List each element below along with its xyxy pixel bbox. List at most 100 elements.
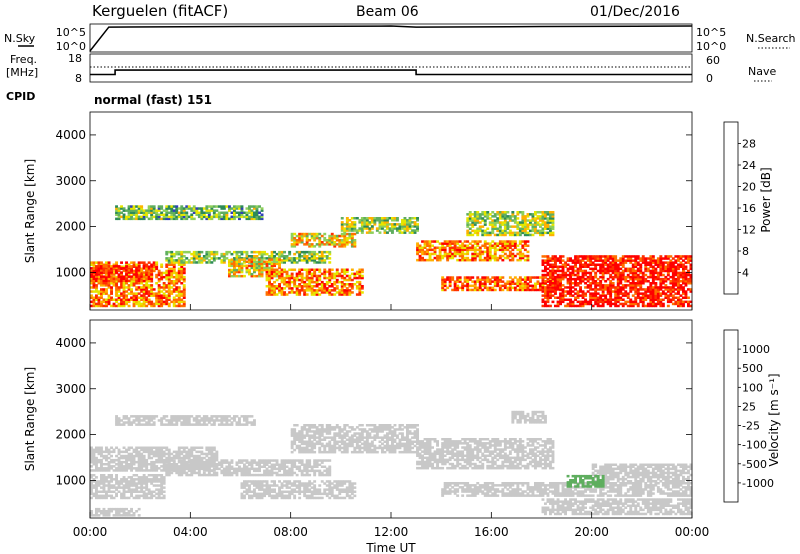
- heatmap-cell: [441, 278, 445, 281]
- heatmap-cell: [177, 415, 181, 418]
- heatmap-cell: [210, 257, 214, 260]
- heatmap-cell: [526, 284, 530, 288]
- heatmap-cell: [360, 291, 364, 294]
- heatmap-cell: [488, 233, 492, 237]
- heatmap-cell: [604, 296, 608, 299]
- heatmap-cell: [190, 207, 194, 210]
- heatmap-cell: [265, 268, 269, 271]
- heatmap-cell: [157, 494, 161, 498]
- heatmap-cell: [197, 415, 201, 418]
- heatmap-cell: [624, 292, 628, 295]
- heatmap-cell: [285, 283, 289, 286]
- heatmap-cell: [250, 272, 254, 276]
- heatmap-cell: [466, 246, 470, 249]
- heatmap-cell: [491, 286, 495, 290]
- heatmap-cell: [498, 256, 502, 260]
- heatmap-cell: [107, 480, 111, 483]
- heatmap-cell: [260, 268, 264, 272]
- heatmap-cell: [554, 275, 557, 279]
- heatmap-cell: [150, 217, 154, 221]
- heatmap-cell: [180, 273, 184, 277]
- heatmap-cell: [142, 271, 146, 274]
- heatmap-cell: [323, 239, 327, 242]
- heatmap-cell: [253, 205, 256, 208]
- heatmap-cell: [157, 215, 161, 219]
- heatmap-cell: [516, 288, 520, 292]
- heatmap-cell: [132, 263, 136, 266]
- heatmap-cell: [182, 215, 186, 219]
- heatmap-cell: [616, 304, 620, 308]
- heatmap-cell: [305, 255, 309, 258]
- heatmap-cell: [92, 275, 96, 278]
- heatmap-cell: [167, 423, 171, 426]
- heatmap-cell: [235, 274, 239, 278]
- heatmap-cell: [235, 262, 239, 266]
- power-heatmap-cells: [90, 205, 693, 308]
- heatmap-cell: [441, 246, 445, 249]
- heatmap-cell: [278, 276, 281, 280]
- heatmap-cell: [250, 258, 254, 261]
- heatmap-cell: [145, 476, 149, 479]
- heatmap-cell: [614, 259, 618, 262]
- heatmap-cell: [506, 288, 510, 292]
- heatmap-cell: [471, 248, 475, 252]
- heatmap-cell: [305, 268, 309, 271]
- heatmap-cell: [275, 262, 279, 266]
- heatmap-cell: [212, 255, 216, 258]
- heatmap-cell: [135, 269, 139, 272]
- heatmap-cell: [569, 302, 572, 306]
- heatmap-cell: [401, 223, 404, 226]
- heatmap-cell: [293, 257, 297, 260]
- heatmap-cell: [180, 265, 184, 268]
- heatmap-cell: [503, 233, 507, 237]
- heatmap-cell: [142, 490, 146, 493]
- heatmap-cell: [549, 231, 552, 235]
- heatmap-cell: [358, 229, 362, 232]
- heatmap-cell: [343, 268, 347, 271]
- heatmap-cell: [122, 469, 126, 472]
- heatmap-cell: [651, 292, 655, 295]
- heatmap-cell: [684, 284, 688, 287]
- heatmap-cell: [150, 292, 154, 295]
- heatmap-cell: [318, 236, 322, 240]
- heatmap-cell: [566, 259, 570, 262]
- heatmap-cell: [556, 304, 560, 308]
- heatmap-cell: [305, 259, 309, 262]
- heatmap-cell: [679, 257, 683, 260]
- heatmap-cell: [488, 280, 492, 283]
- heatmap-cell: [180, 300, 184, 304]
- heatmap-cell: [624, 286, 628, 289]
- heatmap-cell: [192, 217, 196, 221]
- heatmap-cell: [621, 288, 625, 291]
- nave-label: Nave: [748, 65, 776, 78]
- heatmap-cell: [518, 280, 522, 283]
- heatmap-cell: [200, 456, 204, 460]
- heatmap-cell: [333, 234, 337, 238]
- heatmap-cell: [619, 302, 623, 306]
- heatmap-cell: [659, 298, 663, 301]
- heatmap-cell: [150, 294, 154, 297]
- heatmap-cell: [468, 227, 472, 230]
- heatmap-cell: [245, 419, 249, 422]
- heatmap-cell: [142, 469, 146, 472]
- heatmap-cell: [160, 460, 164, 464]
- heatmap-cell: [268, 274, 271, 278]
- heatmap-cell: [682, 269, 685, 273]
- heatmap-cell: [295, 287, 299, 290]
- heatmap-cell: [591, 280, 595, 283]
- heatmap-cell: [619, 277, 623, 281]
- heatmap-cell: [90, 474, 93, 477]
- heatmap-cell: [574, 273, 577, 277]
- heatmap-cell: [343, 285, 347, 288]
- heatmap-cell: [105, 273, 108, 277]
- heatmap-cell: [180, 263, 184, 266]
- heatmap-cell: [413, 225, 417, 228]
- heatmap-cell: [521, 215, 525, 218]
- heatmap-cell: [606, 290, 610, 293]
- heatmap-cell: [458, 286, 462, 290]
- heatmap-cell: [177, 215, 181, 219]
- heatmap-cell: [180, 277, 184, 281]
- heatmap-cell: [137, 467, 141, 470]
- heatmap-cell: [619, 271, 623, 275]
- heatmap-cell: [273, 274, 276, 278]
